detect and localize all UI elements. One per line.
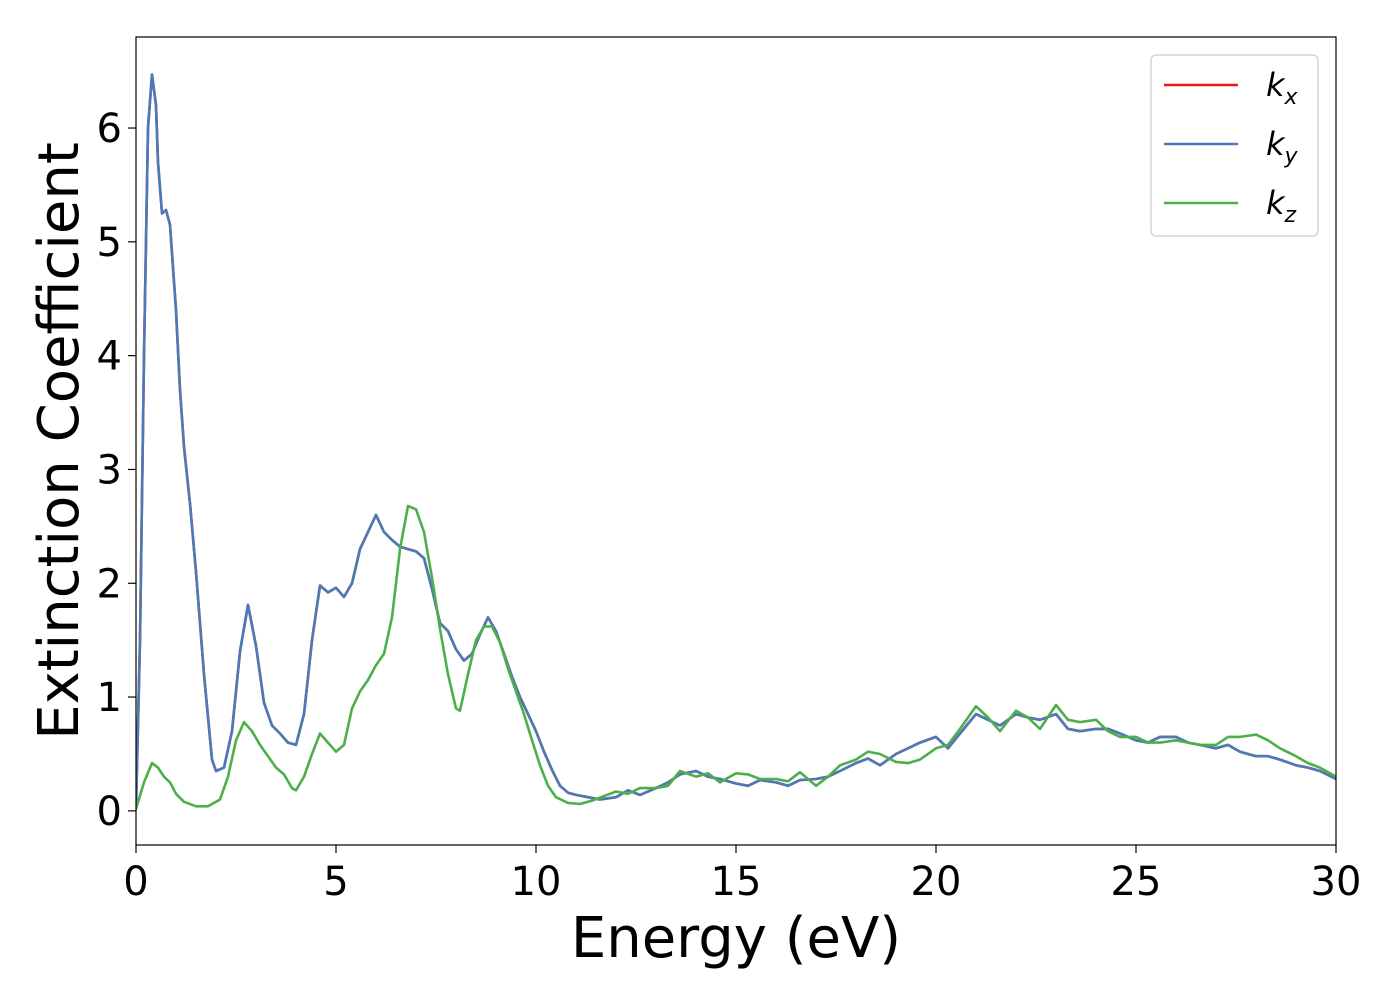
y-axis-title: Extinction Coefficient [27, 142, 92, 740]
y-axis: 0 1 2 3 4 5 6 [97, 106, 136, 835]
x-axis: 0 5 10 15 20 25 30 [123, 845, 1361, 905]
x-tick-label: 20 [911, 859, 962, 905]
x-tick-label: 0 [123, 859, 148, 905]
y-tick-label: 2 [97, 561, 122, 607]
x-tick-label: 15 [711, 859, 762, 905]
series-line-ky [136, 73, 1336, 810]
y-tick-label: 6 [97, 106, 122, 152]
y-tick-label: 0 [97, 789, 122, 835]
y-tick-label: 5 [97, 220, 122, 266]
x-tick-label: 30 [1311, 859, 1362, 905]
x-tick-label: 25 [1111, 859, 1162, 905]
y-tick-label: 4 [97, 334, 122, 380]
x-tick-label: 5 [323, 859, 348, 905]
series-line-kz [136, 504, 1336, 810]
y-tick-label: 3 [97, 447, 122, 493]
y-tick-label: 1 [97, 675, 122, 721]
legend-label-kz: kz [1266, 184, 1297, 228]
x-axis-title: Energy (eV) [571, 906, 901, 971]
series-layer [136, 73, 1336, 810]
x-tick-label: 10 [511, 859, 562, 905]
legend-box [1150, 54, 1319, 237]
